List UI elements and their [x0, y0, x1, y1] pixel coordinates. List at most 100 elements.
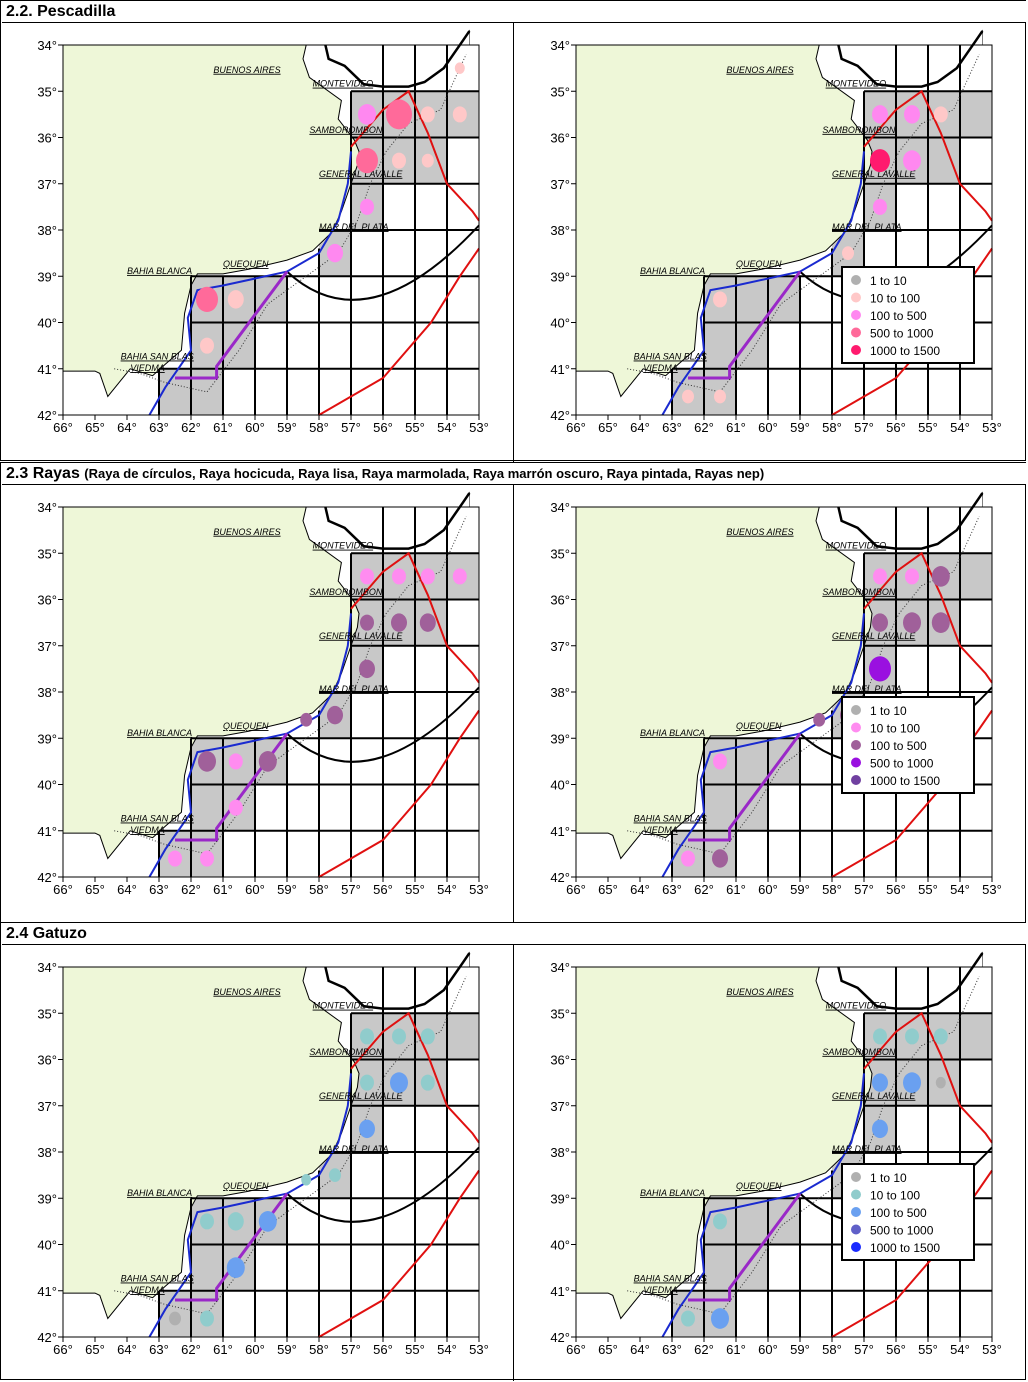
catch-point [935, 1076, 946, 1089]
lat-tick-label: 42° [550, 1330, 570, 1345]
legend-label: 100 to 500 [870, 309, 927, 323]
lon-tick-label: 60° [758, 1342, 778, 1357]
map-panel-right: BUENOS AIRES MONTEVIDEO SAMBOROMBON GENERAL… [550, 491, 1002, 897]
coastline [576, 506, 873, 860]
map-panel-right: BUENOS AIRES MONTEVIDEO SAMBOROMBON GENERAL… [550, 29, 1002, 435]
catch-point [870, 149, 890, 173]
lon-tick-label: 65° [85, 882, 105, 897]
lon-tick-label: 54° [950, 420, 970, 435]
lon-tick-label: 55° [918, 882, 938, 897]
lon-tick-label: 61° [213, 1342, 233, 1357]
lon-tick-label: 65° [598, 420, 618, 435]
lon-tick-label: 63° [662, 882, 682, 897]
map-panel-left: BUENOS AIRES MONTEVIDEO SAMBOROMBON GENERAL… [37, 29, 489, 435]
grid [158, 507, 479, 877]
catch-point [420, 106, 435, 123]
lat-tick-label: 41° [550, 824, 570, 839]
lon-tick-label: 66° [566, 882, 586, 897]
lon-tick-label: 63° [149, 1342, 169, 1357]
place-label: MONTEVIDEO [826, 541, 887, 551]
catch-point [813, 712, 826, 727]
place-label: BAHIA SAN BLAS [121, 814, 194, 824]
coastline [63, 966, 360, 1320]
place-label: MONTEVIDEO [826, 79, 887, 89]
legend-label: 500 to 1000 [870, 327, 934, 341]
lat-tick-label: 41° [37, 1284, 57, 1299]
lon-tick-label: 55° [918, 420, 938, 435]
panel-divider [513, 23, 514, 462]
red-boundary [350, 551, 480, 684]
lon-tick-label: 55° [405, 420, 425, 435]
lat-tick-label: 41° [37, 362, 57, 377]
lon-tick-label: 56° [886, 420, 906, 435]
lat-tick-label: 40° [550, 1238, 570, 1253]
place-label: MONTEVIDEO [826, 1001, 887, 1011]
place-label: BAHIA BLANCA [127, 266, 192, 276]
coastline [576, 966, 873, 1320]
lat-tick-label: 35° [550, 546, 570, 561]
place-label: BAHIA BLANCA [127, 728, 192, 738]
catch-point [903, 1072, 921, 1093]
lon-tick-label: 62° [694, 420, 714, 435]
lon-tick-label: 56° [373, 882, 393, 897]
lon-tick-label: 55° [405, 882, 425, 897]
purple-line [688, 270, 802, 380]
section-2: 2.3 Rayas (Raya de círculos, Raya hocicu… [0, 462, 1026, 924]
lat-tick-label: 42° [37, 1330, 57, 1345]
catch-point [420, 1028, 435, 1045]
section-1: 2.2. Pescadilla BUENOS AIRES MONTEVIDEO SA… [0, 0, 1026, 462]
catch-point [227, 1212, 244, 1231]
lon-tick-label: 65° [598, 1342, 618, 1357]
catch-point [873, 568, 887, 585]
catch-point [872, 613, 888, 632]
legend-label: 1 to 10 [870, 274, 907, 288]
lat-tick-label: 38° [550, 1145, 570, 1160]
uruguay-coast [324, 952, 471, 1010]
lon-tick-label: 54° [437, 420, 457, 435]
uruguay-coast [837, 492, 984, 550]
arc-line [286, 224, 480, 301]
purple-line [175, 1192, 289, 1302]
isobath [114, 54, 467, 393]
place-label: MONTEVIDEO [313, 1001, 374, 1011]
lon-tick-label: 62° [694, 1342, 714, 1357]
panel-right: BUENOS AIRES MONTEVIDEO SAMBOROMBON GENERAL… [514, 23, 1026, 443]
place-label: QUEQUEN [736, 1181, 782, 1191]
lon-tick-label: 58° [309, 1342, 329, 1357]
catch-point [842, 246, 854, 261]
lon-tick-label: 59° [277, 420, 297, 435]
lat-tick-label: 35° [37, 1006, 57, 1021]
catch-point [933, 106, 948, 123]
catch-point [228, 753, 243, 770]
legend-swatch [851, 705, 861, 715]
catch-point [873, 198, 887, 215]
lat-tick-label: 34° [37, 38, 57, 53]
lat-tick-label: 35° [550, 84, 570, 99]
lon-tick-label: 61° [213, 882, 233, 897]
panel-left: BUENOS AIRES MONTEVIDEO SAMBOROMBON GENERAL… [1, 945, 513, 1365]
blue-line [661, 1073, 865, 1338]
place-label: MONTEVIDEO [313, 541, 374, 551]
panel-left: BUENOS AIRES MONTEVIDEO SAMBOROMBON GENERAL… [1, 485, 513, 905]
catch-point [227, 290, 244, 309]
place-label: BUENOS AIRES [726, 65, 793, 75]
legend-label: 500 to 1000 [870, 757, 934, 771]
catch-point [390, 1072, 408, 1093]
place-label: VIEDMA [643, 825, 678, 835]
lat-tick-label: 34° [550, 38, 570, 53]
place-label: VIEDMA [130, 825, 165, 835]
uruguay-coast [324, 30, 471, 88]
catch-point [386, 99, 412, 130]
catch-point [681, 850, 695, 867]
lat-tick-label: 38° [550, 685, 570, 700]
map-panel-left: BUENOS AIRES MONTEVIDEO SAMBOROMBON GENERAL… [37, 951, 489, 1357]
purple-line [688, 732, 802, 842]
lat-tick-label: 37° [37, 177, 57, 192]
catch-point [713, 1213, 727, 1230]
catch-point [872, 105, 888, 124]
place-label: MAR DEL PLATA [832, 684, 902, 694]
catch-point [905, 1028, 919, 1045]
red-contour [318, 709, 480, 878]
legend-label: 500 to 1000 [870, 1224, 934, 1238]
isobath [627, 54, 980, 393]
